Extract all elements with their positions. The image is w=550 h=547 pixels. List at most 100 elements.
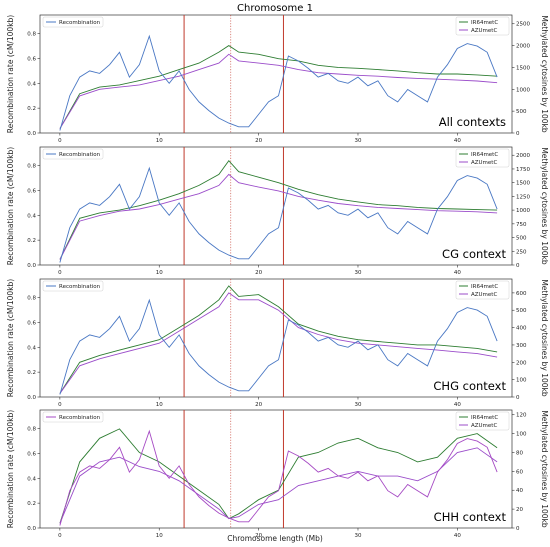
legend-right: IR64metC AZUmetC: [455, 411, 510, 431]
panel-3: 0 10 20 30 40 0.0 0.2 0.4 0.6 0.8 0 100 200 300 400 500…: [6, 278, 549, 408]
y-left-axis-label: Recombination rate (cM/100kb): [6, 147, 15, 266]
x-tick-label: 40: [454, 270, 461, 276]
legend-label-azumetc: AZUmetC: [471, 28, 497, 34]
legend-label-azumetc: AZUmetC: [471, 160, 497, 166]
y-left-axis-label: Recombination rate (cM/100kb): [6, 15, 15, 134]
y-left-tick-label: 0.2: [27, 501, 36, 507]
legend-label-azumetc: AZUmetC: [471, 423, 497, 429]
y-right-tick-label: 20: [516, 507, 523, 513]
y-left-tick-label: 0.2: [27, 238, 36, 244]
series-line-ir64metc: [59, 159, 498, 260]
y-right-tick-label: 2000: [516, 153, 530, 159]
legend-frame: [42, 280, 104, 292]
y-left-axis-label: Recombination rate (cM/100kb): [6, 410, 15, 529]
legend-left: Recombination: [42, 16, 104, 28]
series-line-recombination: [59, 34, 498, 131]
y-left-tick-label: 0.8: [27, 296, 36, 302]
y-right-tick-label: 1250: [516, 194, 530, 200]
y-right-tick-label: 1000: [516, 208, 530, 214]
legend-frame: [42, 16, 104, 28]
y-right-tick-label: 80: [516, 450, 523, 456]
legend-frame: [455, 411, 510, 431]
legend-label-ir64metc: IR64metC: [471, 20, 498, 26]
y-left-tick-label: 0.6: [27, 188, 36, 194]
legend-label-recombination: Recombination: [59, 284, 101, 290]
x-axis-label: Chromosome length (Mb): [227, 534, 323, 543]
y-left-tick-label: 0.6: [27, 56, 36, 62]
legend-label-azumetc: AZUmetC: [471, 292, 497, 298]
series-line-azumetc: [59, 173, 498, 260]
legend-label-recombination: Recombination: [59, 20, 101, 26]
y-right-tick-label: 500: [516, 308, 527, 314]
y-right-tick-label: 40: [516, 488, 523, 494]
legend-right: IR64metC AZUmetC: [455, 16, 510, 36]
y-left-tick-label: 0.6: [27, 451, 36, 457]
panel-2: 0 10 20 30 40 0.0 0.2 0.4 0.6 0.8 0 250 500 750 1000 12…: [6, 146, 549, 276]
x-tick-label: 10: [156, 138, 163, 144]
x-tick-label: 20: [255, 270, 262, 276]
y-right-axis-label: Methylated cytosines by 100kb: [540, 279, 549, 397]
legend-frame: [455, 148, 510, 168]
y-right-tick-label: 0: [516, 395, 520, 401]
x-tick-label: 0: [58, 402, 62, 408]
context-label: CG context: [442, 247, 506, 261]
legend-left: Recombination: [42, 280, 104, 292]
y-left-tick-label: 0.2: [27, 106, 36, 112]
y-right-tick-label: 120: [516, 413, 527, 419]
x-tick-label: 40: [454, 533, 461, 539]
plot-frame: [39, 146, 513, 266]
series-line-recombination: [59, 429, 498, 526]
y-right-tick-label: 1500: [516, 65, 530, 71]
y-right-tick-label: 750: [516, 222, 527, 228]
y-right-tick-label: 250: [516, 249, 527, 255]
y-right-tick-label: 200: [516, 360, 527, 366]
y-left-tick-label: 0.4: [27, 213, 36, 219]
x-tick-label: 10: [156, 533, 163, 539]
y-right-tick-label: 0: [516, 263, 520, 269]
x-tick-label: 30: [354, 138, 361, 144]
panels: 0 10 20 30 400.00.20.40.60.80500100015002000…: [6, 14, 549, 539]
x-tick-label: 0: [58, 270, 62, 276]
panel-4: 0 10 20 30 40 0.0 0.2 0.4 0.6 0.8 0 20 40 60 80 100 120 R…: [6, 409, 549, 539]
y-right-axis-label: Methylated cytosines by 100kb: [540, 15, 549, 133]
legend-frame: [455, 16, 510, 36]
legend-label-ir64metc: IR64metC: [471, 152, 498, 158]
y-right-tick-label: 500: [516, 109, 527, 115]
y-right-tick-label: 2500: [516, 22, 530, 28]
legend-left: Recombination: [42, 148, 104, 160]
y-left-tick-label: 0.2: [27, 370, 36, 376]
legend-frame: [455, 280, 510, 300]
y-right-tick-label: 0: [516, 131, 520, 137]
x-tick-label: 20: [255, 138, 262, 144]
legend-right: IR64metC AZUmetC: [455, 280, 510, 300]
y-right-tick-label: 1000: [516, 87, 530, 93]
y-left-tick-label: 0.4: [27, 345, 36, 351]
y-right-tick-label: 2000: [516, 44, 530, 50]
y-right-tick-label: 600: [516, 291, 527, 297]
series-line-azumetc: [59, 53, 498, 129]
context-label: All contexts: [439, 115, 506, 129]
y-right-axis-label: Methylated cytosines by 100kb: [540, 147, 549, 265]
y-right-axis-label: Methylated cytosines by 100kb: [540, 410, 549, 528]
plot-frame: [39, 14, 513, 134]
y-right-tick-label: 500: [516, 236, 527, 242]
legend-frame: [42, 148, 104, 160]
series-line-ir64metc: [59, 428, 498, 524]
series-line-ir64metc: [59, 45, 498, 129]
y-left-tick-label: 0.0: [27, 526, 36, 532]
y-left-tick-label: 0.4: [27, 476, 36, 482]
legend-right: IR64metC AZUmetC: [455, 148, 510, 168]
y-left-tick-label: 0.0: [27, 263, 36, 269]
y-left-tick-label: 0.8: [27, 32, 36, 38]
x-tick-label: 40: [454, 138, 461, 144]
context-label: CHH context: [434, 510, 507, 524]
y-right-tick-label: 300: [516, 343, 527, 349]
x-tick-label: 10: [156, 270, 163, 276]
y-right-tick-label: 0: [516, 526, 520, 532]
y-left-tick-label: 0.0: [27, 131, 36, 137]
y-right-tick-label: 60: [516, 469, 523, 475]
legend-frame: [42, 411, 104, 423]
series-line-recombination: [59, 166, 498, 263]
legend-left: Recombination: [42, 411, 104, 423]
